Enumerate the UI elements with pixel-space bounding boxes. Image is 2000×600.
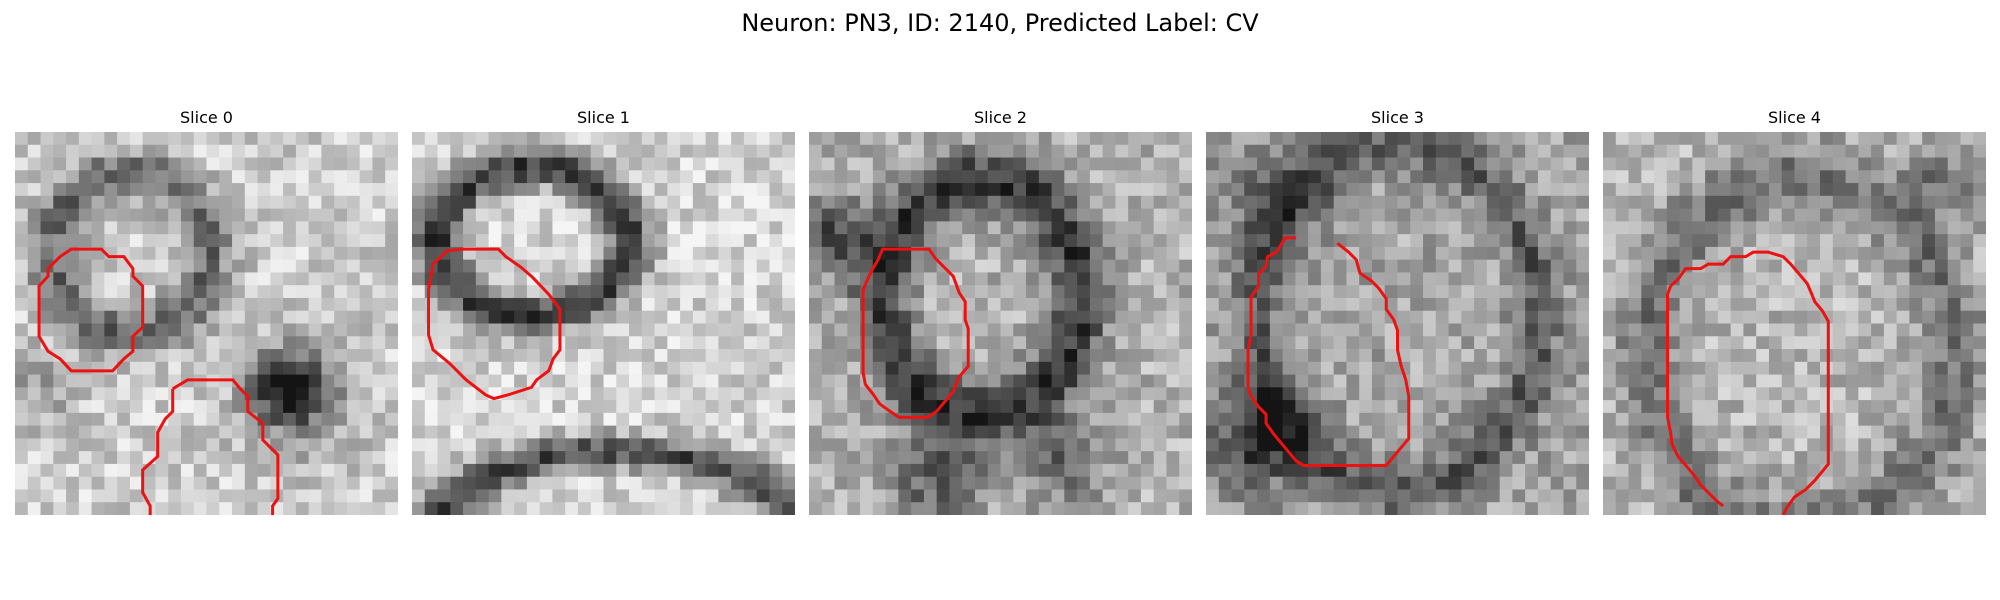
slice-image <box>412 132 795 515</box>
segmentation-contour <box>1246 241 1411 467</box>
slice-title: Slice 1 <box>577 108 630 127</box>
pixel-grid <box>412 132 795 515</box>
segmentation-contour <box>37 247 145 373</box>
segmentation-contour <box>1666 285 1725 508</box>
pixel-grid <box>15 132 398 515</box>
slice-title: Slice 4 <box>1768 108 1821 127</box>
slice-panel-3: Slice 3 <box>1206 108 1589 515</box>
segmentation-contour <box>427 247 562 401</box>
slice-image <box>1603 132 1986 515</box>
slice-panel-0: Slice 0 <box>15 108 398 515</box>
segmentation-contour <box>1279 236 1297 246</box>
slice-title: Slice 2 <box>974 108 1027 127</box>
slice-title: Slice 3 <box>1371 108 1424 127</box>
segmentation-contour <box>141 388 175 515</box>
pixel-grid <box>1206 132 1589 515</box>
segmentation-contour <box>861 247 970 419</box>
slice-panel-1: Slice 1 <box>412 108 795 515</box>
pixel-grid <box>1603 132 1986 515</box>
slice-title: Slice 0 <box>180 108 233 127</box>
segmentation-contour <box>171 378 280 515</box>
pixel-grid <box>809 132 1192 515</box>
slice-panel-2: Slice 2 <box>809 108 1192 515</box>
slice-image <box>15 132 398 515</box>
segmentation-contour <box>1669 250 1830 515</box>
slice-panel-4: Slice 4 <box>1603 108 1986 515</box>
slice-image <box>1206 132 1589 515</box>
slice-image <box>809 132 1192 515</box>
figure-title: Neuron: PN3, ID: 2140, Predicted Label: … <box>741 9 1259 37</box>
